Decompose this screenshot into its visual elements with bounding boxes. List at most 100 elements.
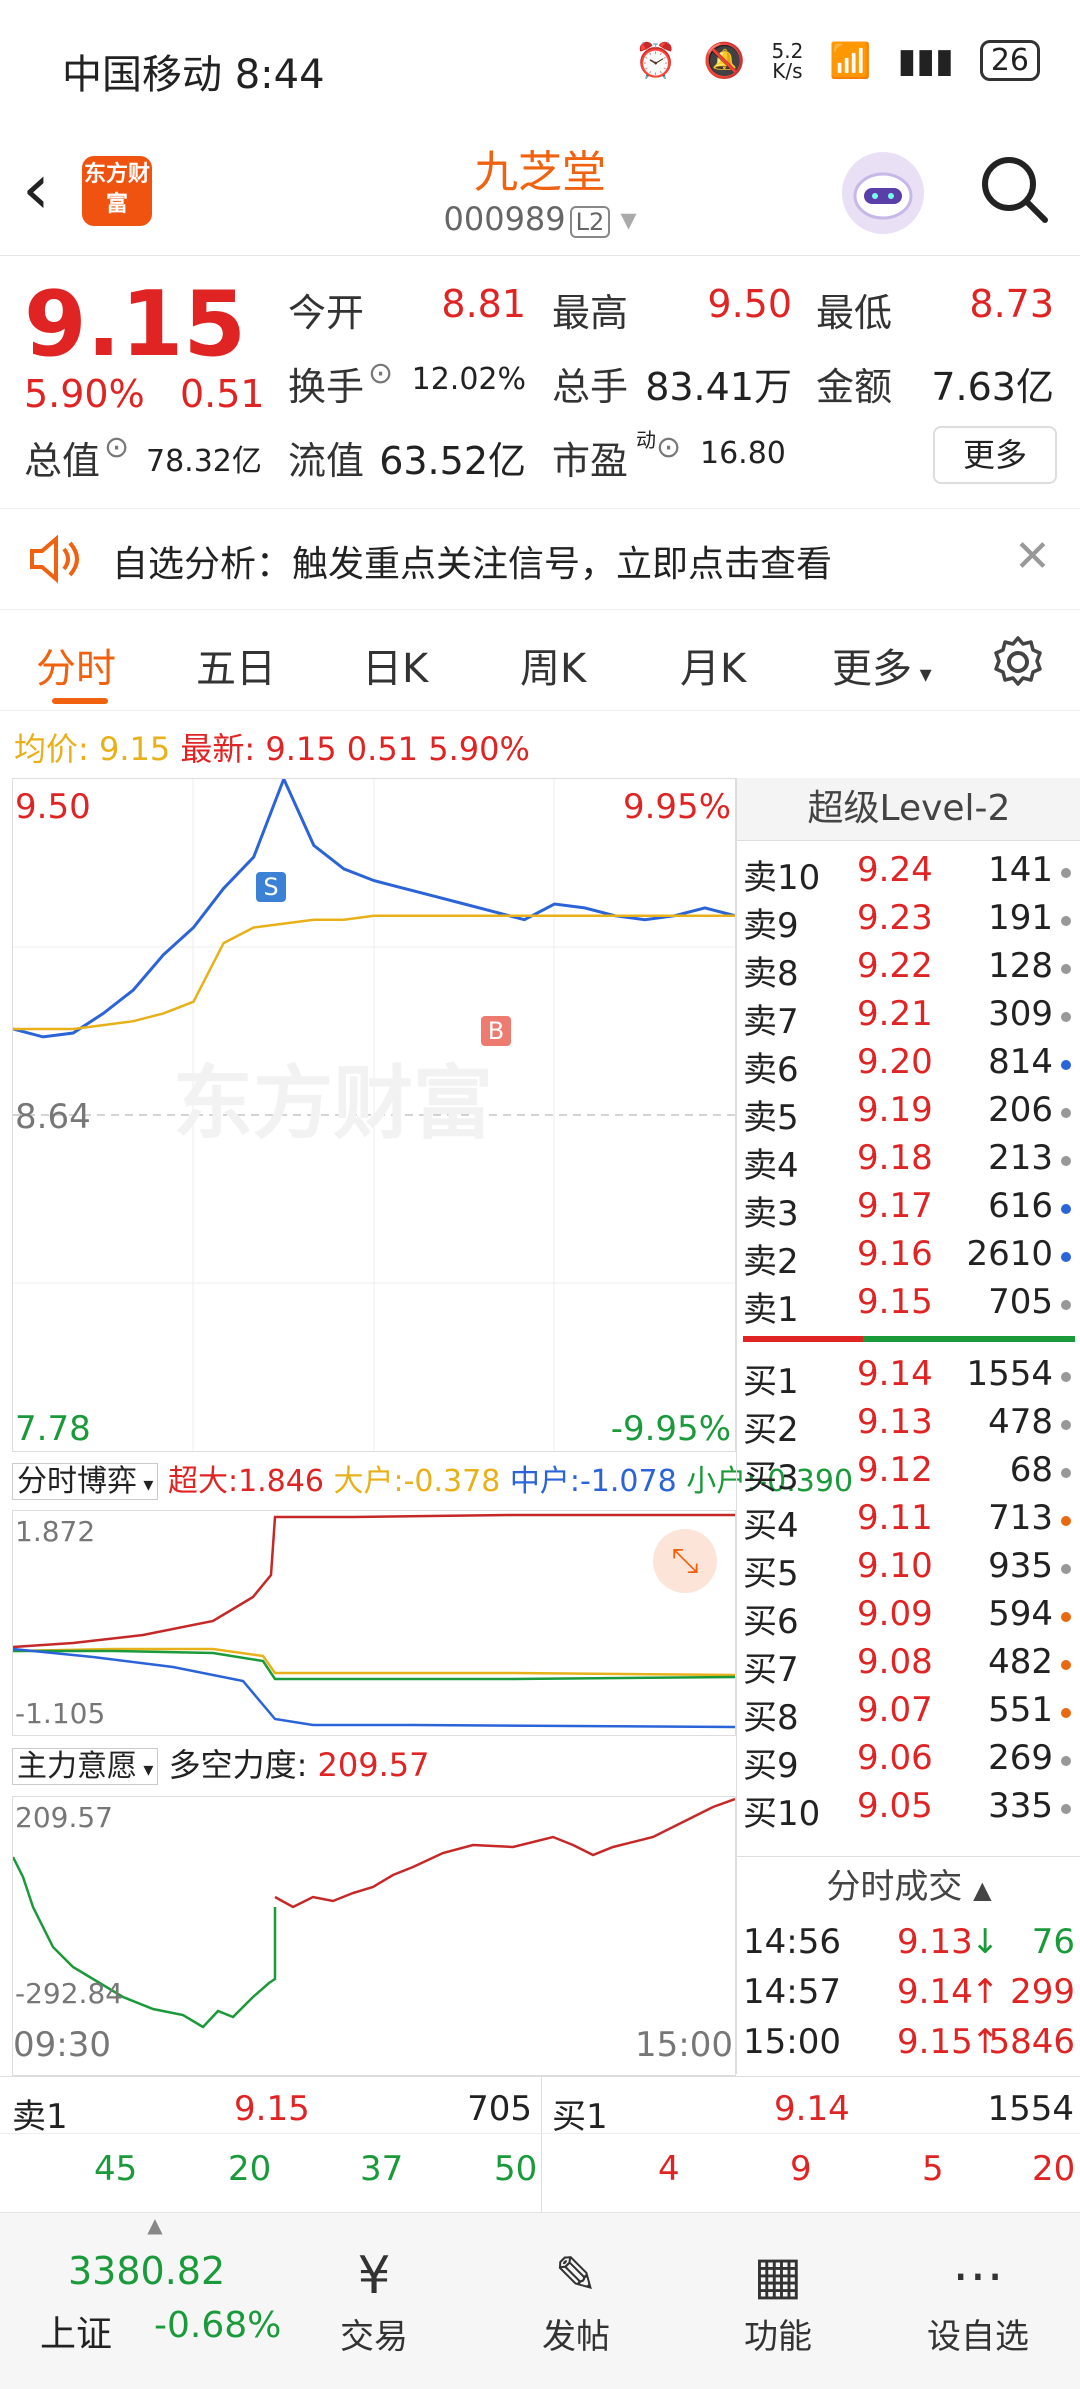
bid-detail-num: 9: [790, 2149, 812, 2189]
level2-title[interactable]: 超级Level-2: [737, 778, 1080, 841]
ask-row[interactable]: 卖8 9.22 128: [737, 946, 1080, 994]
bid-row[interactable]: 买4 9.11 713: [737, 1498, 1080, 1546]
analysis-banner[interactable]: 自选分析：触发重点关注信号，立即点击查看 ✕: [0, 508, 1080, 610]
small-series-line: [13, 1649, 735, 1681]
large-label: 大户:: [333, 1464, 404, 1499]
mute-icon: 🔕: [703, 40, 746, 81]
order-marker-dot: [1061, 1708, 1071, 1718]
ask-volume: 616: [988, 1186, 1053, 1226]
bid-row[interactable]: 买3 9.12 68: [737, 1450, 1080, 1498]
ask-label: 卖9: [743, 906, 799, 946]
expand-icon[interactable]: ⤡: [653, 1529, 717, 1593]
strip-bid-vol: 1554: [987, 2089, 1074, 2129]
nav-functions[interactable]: ▦ 功能: [718, 2243, 838, 2358]
nav-post[interactable]: ✎ 发帖: [516, 2243, 636, 2358]
tab-five-day[interactable]: 五日: [196, 646, 276, 692]
low-label: 最低: [816, 291, 893, 335]
app-logo: 东方财富: [82, 156, 152, 226]
ask-label: 卖4: [743, 1146, 799, 1186]
tab-monthly-k[interactable]: 月K: [680, 646, 747, 692]
search-icon[interactable]: [975, 150, 1055, 230]
tab-intraday[interactable]: 分时: [36, 646, 116, 692]
bid-label: 买1: [743, 1362, 799, 1402]
ask-row[interactable]: 卖10 9.24 141: [737, 850, 1080, 898]
flow-ymin: -1.105: [15, 1697, 106, 1730]
bid-row[interactable]: 买8 9.07 551: [737, 1690, 1080, 1738]
bid-row[interactable]: 买6 9.09 594: [737, 1594, 1080, 1642]
bid-row[interactable]: 买5 9.10 935: [737, 1546, 1080, 1594]
tab-daily-k[interactable]: 日K: [362, 646, 429, 692]
bottom-navigation: ▲ 3380.82 上证 -0.68% ¥ 交易 ✎ 发帖 ▦ 功能 ⋯ 设自选: [0, 2212, 1080, 2389]
order-marker-dot: [1061, 1564, 1071, 1574]
tab-weekly-k[interactable]: 周K: [520, 646, 587, 692]
last-value: 9.15: [265, 730, 337, 768]
stock-header: ‹ 东方财富 九芝堂 000989 L2 ▾: [0, 130, 1080, 256]
carrier-time: 中国移动 8:44: [62, 52, 325, 98]
tab-more[interactable]: 更多 ▾: [832, 636, 932, 694]
back-icon[interactable]: ‹: [22, 148, 50, 230]
last-percent: 5.90%: [428, 730, 530, 768]
main-force-chart[interactable]: 209.57 -292.84 09:30 15:00: [12, 1796, 736, 2076]
ask-row[interactable]: 卖3 9.17 616: [737, 1186, 1080, 1234]
info-icon[interactable]: ⊙: [656, 430, 682, 465]
bid-row[interactable]: 买2 9.13 478: [737, 1402, 1080, 1450]
ask-row[interactable]: 卖2 9.16 2610: [737, 1234, 1080, 1282]
chevron-down-icon: ▾: [137, 1472, 154, 1496]
active-tab-indicator: [52, 698, 108, 704]
bid-price: 9.10: [857, 1546, 933, 1586]
change-percent: 5.90%: [24, 372, 145, 416]
more-button[interactable]: 更多: [933, 426, 1057, 484]
main-force-selector[interactable]: 主力意愿 ▾: [12, 1748, 159, 1785]
strip-ask-vol: 705: [467, 2089, 532, 2129]
ask-row[interactable]: 卖1 9.15 705: [737, 1282, 1080, 1330]
order-marker-dot: [1061, 1804, 1071, 1814]
ask-row[interactable]: 卖6 9.20 814: [737, 1042, 1080, 1090]
gear-icon[interactable]: [990, 634, 1046, 694]
ask-price: 9.23: [857, 898, 933, 938]
index-name: 上证: [40, 2314, 113, 2355]
order-marker-dot: [1061, 1756, 1071, 1766]
force-value: 209.57: [317, 1746, 430, 1784]
bid-row[interactable]: 买10 9.05 335: [737, 1786, 1080, 1832]
bid-detail-num: 5: [922, 2149, 944, 2189]
capital-flow-selector-label: 分时博弈: [17, 1464, 137, 1499]
ask-row[interactable]: 卖9 9.23 191: [737, 898, 1080, 946]
index-ticker[interactable]: ▲ 3380.82 上证 -0.68%: [20, 2213, 290, 2389]
sell-signal-marker[interactable]: S: [256, 872, 286, 902]
ask-row[interactable]: 卖4 9.18 213: [737, 1138, 1080, 1186]
bid-row[interactable]: 买1 9.14 1554: [737, 1354, 1080, 1402]
stock-code-selector[interactable]: 000989 L2 ▾: [0, 200, 1080, 238]
close-icon[interactable]: ✕: [1014, 531, 1051, 582]
nav-add-watchlist[interactable]: ⋯ 设自选: [918, 2243, 1038, 2358]
intraday-chart[interactable]: 东方财富 9.50 9.95% 8.64 7.78 -9.95% S B: [12, 778, 736, 1452]
mid-value: -1.078: [579, 1464, 677, 1499]
ask-price: 9.24: [857, 850, 933, 890]
chart-top-pct: 9.95%: [622, 787, 731, 827]
assistant-robot-icon[interactable]: [842, 152, 924, 234]
bid-label: 买6: [743, 1602, 799, 1642]
info-icon[interactable]: ⊙: [104, 430, 130, 465]
main-force-header: 主力意愿 ▾ 多空力度: 209.57: [12, 1740, 734, 1785]
bid-row[interactable]: 买7 9.08 482: [737, 1642, 1080, 1690]
ask-row[interactable]: 卖7 9.21 309: [737, 994, 1080, 1042]
nav-add-watchlist-label: 设自选: [927, 2317, 1029, 2357]
force-ymax: 209.57: [15, 1801, 113, 1834]
ask-price: 9.15: [857, 1282, 933, 1322]
trades-title: 分时成交: [826, 1867, 963, 1907]
bid-volume: 551: [988, 1690, 1053, 1730]
last-label: 最新:: [180, 730, 256, 768]
trades-title-bar[interactable]: 分时成交 ▲: [737, 1856, 1080, 1917]
nav-trade[interactable]: ¥ 交易: [314, 2243, 434, 2358]
buy-signal-marker[interactable]: B: [481, 1016, 511, 1046]
info-icon[interactable]: ⊙: [368, 356, 394, 391]
capital-flow-selector[interactable]: 分时博弈 ▾: [12, 1463, 159, 1500]
ask-row[interactable]: 卖5 9.19 206: [737, 1090, 1080, 1138]
open-label: 今开: [288, 291, 365, 335]
order-marker-dot: [1061, 1372, 1071, 1382]
edit-icon: ✎: [554, 2246, 598, 2306]
capital-flow-chart[interactable]: 1.872 -1.105 ⤡: [12, 1510, 736, 1736]
ask-label: 卖1: [743, 1290, 799, 1330]
chart-top-price: 9.50: [15, 787, 91, 827]
bid-label: 买9: [743, 1746, 799, 1786]
bid-row[interactable]: 买9 9.06 269: [737, 1738, 1080, 1786]
